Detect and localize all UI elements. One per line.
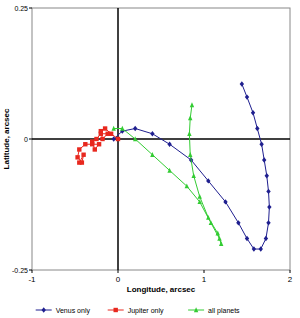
point bbox=[245, 236, 249, 241]
point bbox=[99, 132, 103, 136]
point bbox=[120, 126, 124, 131]
y-tick-label: 0 bbox=[24, 136, 28, 143]
y-tick-label: 0.25 bbox=[14, 5, 28, 12]
point bbox=[188, 115, 192, 120]
point bbox=[198, 194, 202, 199]
point bbox=[217, 236, 221, 241]
point bbox=[103, 126, 107, 130]
x-tick-label: 0 bbox=[116, 275, 121, 284]
legend-marker bbox=[42, 307, 46, 312]
point bbox=[93, 147, 97, 151]
point bbox=[198, 199, 202, 204]
point bbox=[133, 136, 137, 141]
point bbox=[77, 160, 81, 164]
series-line bbox=[114, 105, 222, 244]
point bbox=[97, 142, 101, 146]
point bbox=[223, 199, 227, 204]
point bbox=[259, 142, 263, 147]
series-line bbox=[78, 129, 118, 163]
point bbox=[236, 220, 240, 225]
point bbox=[191, 173, 195, 178]
x-tick-label: -1 bbox=[28, 275, 36, 284]
point bbox=[81, 153, 85, 157]
y-tick bbox=[29, 270, 32, 271]
legend-label: Venus only bbox=[56, 307, 91, 315]
point bbox=[167, 142, 171, 147]
point bbox=[150, 131, 154, 136]
y-axis-label: Latitude, arcsec bbox=[2, 108, 11, 169]
x-tick-label: 2 bbox=[288, 275, 293, 284]
x-tick bbox=[204, 270, 205, 273]
point bbox=[112, 126, 116, 131]
point bbox=[133, 126, 137, 131]
point bbox=[206, 178, 210, 183]
x-tick bbox=[118, 270, 119, 273]
point bbox=[219, 241, 223, 246]
point bbox=[167, 168, 171, 173]
point bbox=[240, 81, 244, 86]
point bbox=[185, 183, 189, 188]
legend-label: all planets bbox=[208, 307, 240, 315]
point bbox=[266, 189, 270, 194]
point bbox=[255, 126, 259, 131]
plot-frame bbox=[32, 8, 290, 270]
point bbox=[245, 94, 249, 99]
point bbox=[251, 110, 255, 115]
point bbox=[252, 246, 256, 251]
point bbox=[267, 204, 271, 209]
x-tick-label: 1 bbox=[202, 275, 207, 284]
point bbox=[90, 142, 94, 146]
point bbox=[83, 142, 87, 146]
point bbox=[116, 137, 120, 141]
chart: -1 0 1 2 -0.25 0 0.25 Longitude, arcsec Latitude… bbox=[0, 0, 300, 318]
x-tick bbox=[290, 270, 291, 273]
point bbox=[259, 246, 263, 251]
legend: Venus only Jupiter only all planets bbox=[36, 307, 240, 315]
point bbox=[75, 155, 79, 159]
legend-marker bbox=[114, 308, 118, 312]
point bbox=[216, 231, 220, 236]
point bbox=[105, 132, 109, 136]
point bbox=[206, 215, 210, 220]
series-line bbox=[114, 84, 270, 249]
y-tick-label: -0.25 bbox=[12, 267, 28, 274]
point bbox=[190, 102, 194, 107]
plot-area bbox=[75, 81, 271, 251]
point bbox=[188, 152, 192, 157]
point bbox=[209, 220, 213, 225]
point bbox=[77, 147, 81, 151]
point bbox=[262, 157, 266, 162]
legend-label: Jupiter only bbox=[128, 307, 164, 315]
point bbox=[150, 152, 154, 157]
point bbox=[266, 220, 270, 225]
y-tick bbox=[29, 8, 32, 9]
x-axis-label: Longitude, arcsec bbox=[127, 285, 196, 294]
legend-marker bbox=[194, 307, 198, 312]
y-tick bbox=[29, 139, 32, 140]
point bbox=[265, 173, 269, 178]
point bbox=[187, 131, 191, 136]
point bbox=[100, 137, 104, 141]
point bbox=[264, 236, 268, 241]
point bbox=[94, 137, 98, 141]
